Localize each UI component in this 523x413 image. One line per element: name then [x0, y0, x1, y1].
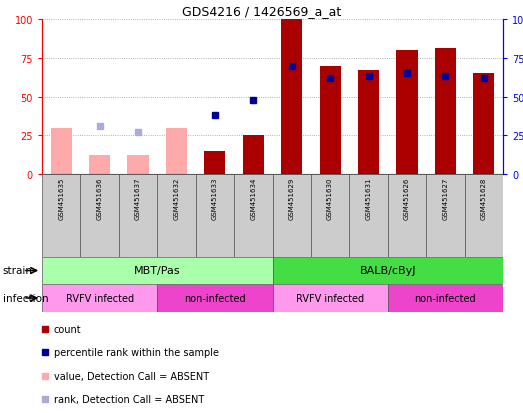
- Text: non-infected: non-infected: [415, 293, 476, 303]
- Bar: [311, 175, 349, 257]
- Text: GSM451631: GSM451631: [366, 177, 371, 219]
- Text: count: count: [54, 324, 82, 334]
- Text: value, Detection Call = ABSENT: value, Detection Call = ABSENT: [54, 371, 209, 381]
- Text: MBT/Pas: MBT/Pas: [134, 266, 180, 276]
- Bar: [349, 175, 388, 257]
- Bar: [473, 74, 494, 175]
- Bar: [42, 257, 272, 284]
- Text: GSM451628: GSM451628: [481, 177, 487, 219]
- Bar: [426, 175, 464, 257]
- Text: GSM451626: GSM451626: [404, 177, 410, 219]
- Text: GSM451634: GSM451634: [251, 177, 256, 219]
- Bar: [234, 175, 272, 257]
- Bar: [388, 284, 503, 312]
- Text: GSM451636: GSM451636: [97, 177, 103, 219]
- Bar: [320, 66, 340, 175]
- Bar: [281, 20, 302, 175]
- Bar: [388, 175, 426, 257]
- Bar: [243, 136, 264, 175]
- Text: GSM451635: GSM451635: [58, 177, 64, 219]
- Text: infection: infection: [3, 293, 48, 303]
- Text: GSM451627: GSM451627: [442, 177, 448, 219]
- Bar: [81, 175, 119, 257]
- Text: BALB/cByJ: BALB/cByJ: [359, 266, 416, 276]
- Text: strain: strain: [3, 266, 32, 276]
- Text: GSM451629: GSM451629: [289, 177, 294, 219]
- Bar: [157, 175, 196, 257]
- Text: RVFV infected: RVFV infected: [296, 293, 364, 303]
- Text: GDS4216 / 1426569_a_at: GDS4216 / 1426569_a_at: [182, 5, 341, 18]
- Text: GSM451630: GSM451630: [327, 177, 333, 219]
- Text: GSM451633: GSM451633: [212, 177, 218, 219]
- Bar: [272, 257, 503, 284]
- Bar: [119, 175, 157, 257]
- Bar: [89, 156, 110, 175]
- Bar: [166, 128, 187, 175]
- Text: non-infected: non-infected: [184, 293, 246, 303]
- Bar: [435, 49, 456, 175]
- Bar: [128, 156, 149, 175]
- Bar: [358, 71, 379, 175]
- Bar: [204, 152, 225, 175]
- Bar: [272, 175, 311, 257]
- Text: rank, Detection Call = ABSENT: rank, Detection Call = ABSENT: [54, 394, 204, 404]
- Bar: [42, 284, 157, 312]
- Bar: [464, 175, 503, 257]
- Text: GSM451637: GSM451637: [135, 177, 141, 219]
- Bar: [196, 175, 234, 257]
- Bar: [51, 128, 72, 175]
- Text: percentile rank within the sample: percentile rank within the sample: [54, 347, 219, 357]
- Text: GSM451632: GSM451632: [174, 177, 179, 219]
- Bar: [157, 284, 272, 312]
- Bar: [272, 284, 388, 312]
- Text: RVFV infected: RVFV infected: [65, 293, 134, 303]
- Bar: [396, 51, 417, 175]
- Bar: [42, 175, 81, 257]
